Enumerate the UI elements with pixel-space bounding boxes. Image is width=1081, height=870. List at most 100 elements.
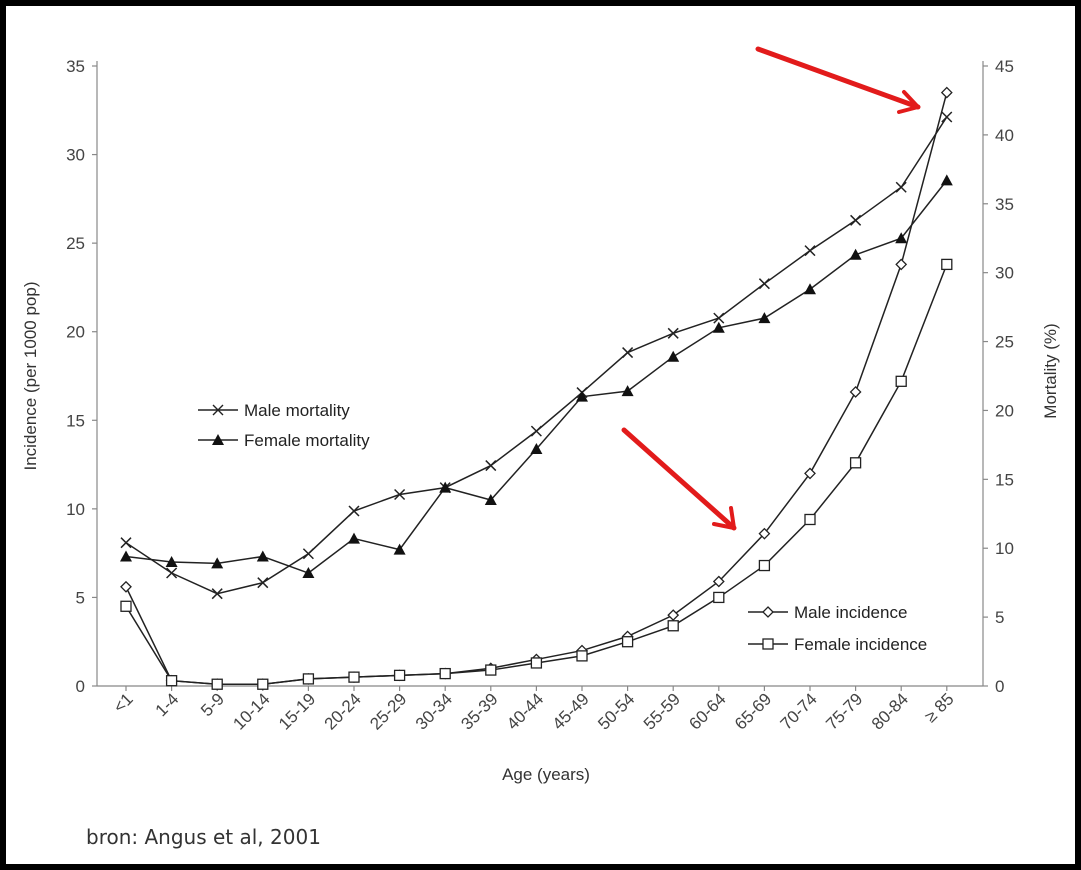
data-point-diamond [712,575,725,588]
right-tick-label: 10 [995,539,1014,558]
data-point-square [713,591,725,604]
data-point-diamond [895,258,908,271]
x-tick-label: 55-59 [640,689,684,733]
left-tick-label: 5 [76,588,85,607]
data-point-triangle [484,494,497,505]
data-point-x [166,567,178,579]
data-point-x [758,278,770,290]
x-tick-label: ≥ 85 [921,689,958,726]
x-axis-ticks: <1 1-4 5-9 10-14 15-19 20-24 25-29 30-34 35-39 40… [110,686,958,734]
x-tick-label: 1-4 [152,689,183,720]
legend-female-incidence-marker [762,638,774,650]
data-point-triangle [165,556,178,567]
y-axis-right-title: Mortality (%) [1041,323,1060,418]
left-tick-label: 35 [66,57,85,76]
y-axis-left-title: Incidence (per 1000 pop) [21,281,40,470]
red-arrow-top [755,46,921,110]
left-tick-label: 10 [66,500,85,519]
data-point-square [804,513,816,526]
data-point-square [941,258,953,271]
data-point-triangle [621,385,634,397]
data-point-triangle [256,550,269,562]
left-tick-label: 30 [66,146,85,165]
series-line [125,116,948,595]
x-tick-label: 75-79 [822,689,866,733]
series-female-incidence [120,258,953,690]
data-point-square [576,650,588,662]
data-point-square [393,669,406,682]
data-point-triangle [530,443,543,455]
data-point-triangle [576,390,588,402]
legend-male-incidence-marker [762,606,774,618]
legend-mortality: Male mortality Female mortality [198,401,370,450]
series-line [125,92,948,685]
legend-incidence: Male incidence Female incidence [748,603,927,654]
data-point-x [667,327,679,339]
data-point-triangle [348,532,360,544]
data-point-x [485,460,497,472]
legend-female-mortality-marker [212,434,224,445]
x-tick-label: 15-19 [275,689,319,733]
data-point-square [849,457,862,469]
right-axis-ticks: 0 5 10 15 20 25 30 35 40 45 [983,57,1014,696]
data-point-square [348,671,360,683]
right-tick-label: 25 [995,333,1014,352]
data-point-triangle [120,550,132,562]
annotation-arrows [621,46,921,531]
left-tick-label: 20 [66,323,85,342]
data-point-triangle [940,174,953,186]
series-layer [120,86,953,691]
right-tick-label: 20 [995,401,1014,420]
right-tick-label: 40 [995,126,1014,145]
legend-male-mortality-label: Male mortality [244,401,350,420]
data-point-triangle [302,567,315,579]
data-point-x [120,537,132,549]
data-point-x [302,548,314,560]
right-tick-label: 15 [995,470,1014,489]
red-arrow-top-head [897,90,920,114]
x-tick-label: 80-84 [868,689,912,733]
data-point-x [530,425,542,437]
data-point-x [257,577,269,589]
x-tick-label: 70-74 [777,689,821,733]
x-tick-label: 25-29 [366,689,410,733]
data-point-triangle [667,350,680,362]
data-point-diamond [120,580,132,593]
data-point-square [120,600,132,612]
right-tick-label: 0 [995,677,1004,696]
data-point-triangle [393,543,406,555]
x-axis-title: Age (years) [502,765,590,784]
x-tick-label: 45-49 [549,689,593,733]
x-tick-label: 30-34 [412,689,456,733]
x-tick-label: 5-9 [197,689,228,720]
data-point-diamond [804,467,816,480]
legend-male-incidence-label: Male incidence [794,603,907,622]
legend-female-incidence-label: Female incidence [794,635,927,654]
x-tick-label: 35-39 [457,689,501,733]
series-male-mortality [120,111,953,600]
data-point-square [165,675,178,687]
left-tick-label: 25 [66,234,85,253]
data-point-square [257,678,269,690]
data-point-triangle [211,557,224,569]
x-tick-label: 50-54 [594,689,638,733]
data-point-square [895,375,907,387]
x-tick-label: 10-14 [229,689,273,733]
data-point-square [485,664,497,676]
red-arrow-middle [621,427,737,531]
data-point-square [439,667,451,680]
data-point-diamond [940,86,953,99]
left-axis-ticks: 0 5 10 15 20 25 30 35 [66,57,97,696]
data-point-x [348,505,360,517]
data-point-x [713,312,725,324]
data-point-x [850,214,862,226]
data-point-triangle [804,283,816,295]
data-point-triangle [439,481,452,493]
data-point-x [895,181,907,193]
series-male-incidence [120,86,953,691]
data-point-x [394,488,406,501]
legend-female-mortality-label: Female mortality [244,431,370,450]
data-point-square [211,678,223,690]
red-arrow-middle-head [712,506,736,530]
right-tick-label: 35 [995,195,1014,214]
